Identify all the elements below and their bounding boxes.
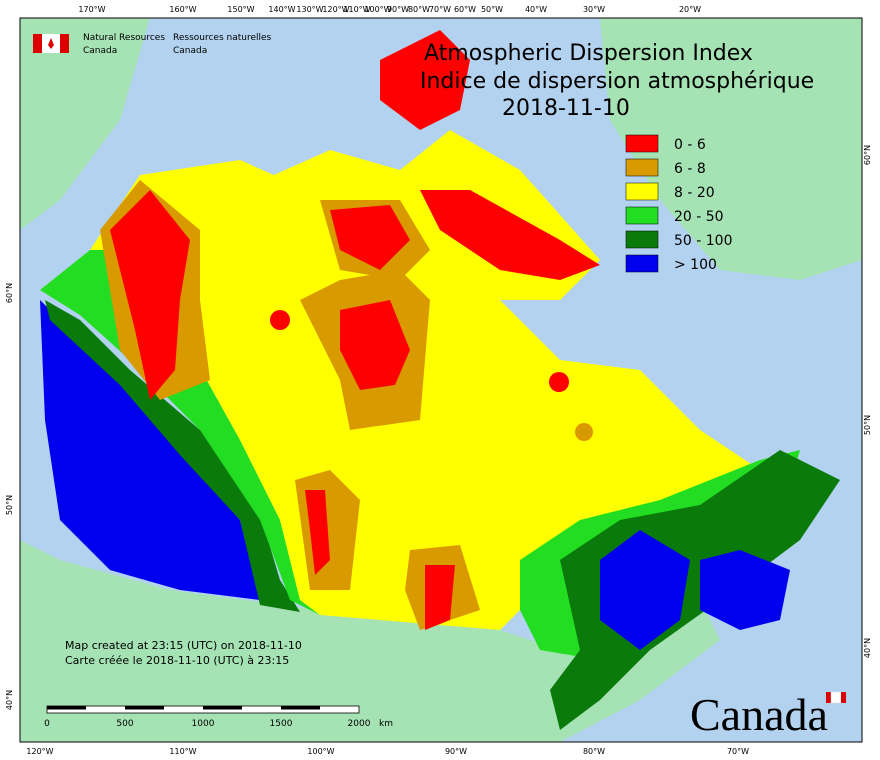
scale-bar-segment <box>47 706 86 710</box>
title-fr: Indice de dispersion atmosphérique <box>420 69 814 94</box>
longitude-label: 120°W <box>26 747 53 756</box>
longitude-label: 130°W <box>296 5 323 14</box>
latitude-label: 50°N <box>863 415 872 435</box>
map-frame <box>19 17 863 743</box>
scale-label: 1500 <box>270 719 293 729</box>
longitude-label: 150°W <box>227 5 254 14</box>
longitude-label: 110°W <box>169 747 196 756</box>
scale-label: 500 <box>116 719 133 729</box>
legend-swatch <box>625 206 659 225</box>
legend-swatch <box>625 230 659 249</box>
longitude-label: 60°W <box>454 5 476 14</box>
longitude-label: 80°W <box>408 5 430 14</box>
scale-label: 0 <box>44 719 50 729</box>
scale-bar-segment <box>125 706 164 710</box>
scale-label: 2000 <box>348 719 371 729</box>
longitude-label: 140°W <box>268 5 295 14</box>
footer: Carte créée le 2018-11-10 (UTC) à 23:15 <box>65 654 289 667</box>
longitude-label: 50°W <box>481 5 503 14</box>
agency-fr: Canada <box>173 46 207 56</box>
legend-label: 8 - 20 <box>674 185 715 201</box>
longitude-label: 100°W <box>307 747 334 756</box>
longitude-label: 70°W <box>727 747 749 756</box>
latitude-label: 50°N <box>5 495 14 515</box>
longitude-label: 120°W <box>322 5 349 14</box>
legend-swatch <box>625 182 659 201</box>
longitude-label: 70°W <box>429 5 451 14</box>
latitude-label: 40°N <box>5 690 14 710</box>
legend-swatch <box>625 158 659 177</box>
longitude-label: 90°W <box>445 747 467 756</box>
legend-label: 6 - 8 <box>674 161 706 177</box>
longitude-label: 110°W <box>343 5 370 14</box>
longitude-label: 90°W <box>387 5 409 14</box>
latitude-label: 60°N <box>863 145 872 165</box>
scale-label: 1000 <box>192 719 215 729</box>
scale-bar-segment <box>281 706 320 710</box>
agency-en: Canada <box>83 46 117 56</box>
longitude-label: 80°W <box>583 747 605 756</box>
legend-label: > 100 <box>674 257 717 273</box>
legend-swatch <box>625 134 659 153</box>
legend-label: 20 - 50 <box>674 209 724 225</box>
scale-unit: km <box>379 719 393 729</box>
scale-bar-segment <box>203 706 242 710</box>
footer: Map created at 23:15 (UTC) on 2018-11-10 <box>65 639 302 652</box>
legend-label: 0 - 6 <box>674 137 706 153</box>
land-foreign <box>20 18 862 742</box>
date: 2018-11-10 <box>502 96 630 121</box>
longitude-label: 20°W <box>679 5 701 14</box>
longitude-label: 40°W <box>525 5 547 14</box>
wordmark: Canada <box>690 689 828 740</box>
longitude-label: 170°W <box>78 5 105 14</box>
title: Atmospheric Dispersion Index <box>424 41 753 66</box>
nrcan-flag <box>33 34 69 53</box>
longitude-label: 30°W <box>583 5 605 14</box>
legend-label: 50 - 100 <box>674 233 733 249</box>
wordmark-flag <box>826 691 846 704</box>
latitude-label: 60°N <box>5 283 14 303</box>
legend-swatch <box>625 254 659 273</box>
canada-zones <box>40 30 840 730</box>
longitude-label: 100°W <box>364 5 391 14</box>
agency-en: Natural Resources <box>83 33 165 43</box>
agency-fr: Ressources naturelles <box>173 33 272 43</box>
longitude-label: 160°W <box>169 5 196 14</box>
latitude-label: 40°N <box>863 638 872 658</box>
